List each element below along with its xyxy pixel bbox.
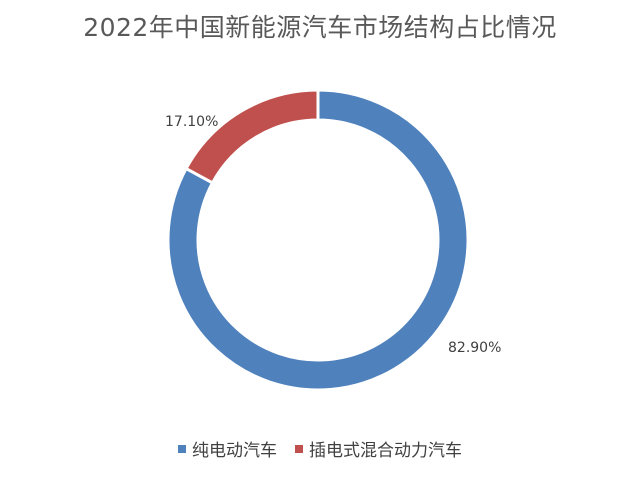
slice-label-phev: 17.10% — [165, 114, 218, 130]
donut-slices — [166, 88, 470, 392]
slice-bev — [166, 88, 470, 392]
legend-swatch-phev — [295, 444, 303, 453]
legend-item-phev: 插电式混合动力汽车 — [295, 436, 462, 461]
legend-label-bev: 纯电动汽车 — [192, 441, 277, 461]
slice-label-bev: 82.90% — [448, 340, 501, 356]
donut-labels: 82.90% 17.10% — [165, 114, 501, 356]
legend: 纯电动汽车 插电式混合动力汽车 — [0, 436, 640, 461]
slice-phev — [184, 88, 320, 185]
legend-item-bev: 纯电动汽车 — [178, 436, 277, 461]
legend-swatch-bev — [178, 444, 186, 453]
legend-label-phev: 插电式混合动力汽车 — [309, 441, 462, 461]
chart-title: 2022年中国新能源汽车市场结构占比情况 — [83, 13, 557, 42]
